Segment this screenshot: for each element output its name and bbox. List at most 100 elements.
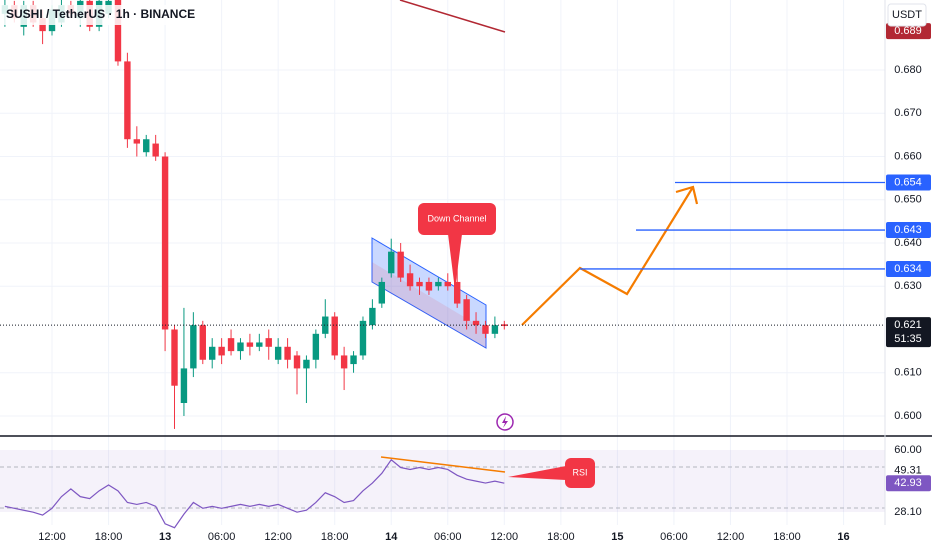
candle-body [256, 342, 263, 347]
rsi-line [4, 458, 505, 529]
candle-body [124, 61, 131, 140]
y-tick-label: 0.610 [894, 367, 922, 379]
candle-body [284, 346, 291, 360]
x-tick-label: 12:00 [717, 531, 745, 543]
candle-body [265, 338, 272, 347]
x-tick-label: 06:00 [660, 531, 688, 543]
price-badge [886, 174, 931, 191]
y-tick-label: 0.650 [894, 194, 922, 206]
divergence-line [380, 456, 506, 473]
y-tick-label: 0.600 [894, 410, 922, 422]
rsi-ma-badge [886, 462, 931, 479]
price-badge-label: 0.689 [894, 25, 922, 37]
event-icon-bolt [502, 416, 508, 428]
y-tick-label: 0.640 [894, 237, 922, 249]
callout-pointer [508, 466, 566, 480]
rsi-label: 42.93 [894, 477, 922, 489]
candle-body [340, 355, 348, 369]
y-tick-label: 0.680 [894, 64, 922, 76]
candle-body [444, 281, 451, 287]
y-tick-label: 0.670 [894, 107, 922, 119]
trend-line [399, 0, 506, 33]
title: SUSHI / TetherUS · 1h · BINANCE [6, 7, 195, 21]
candle-body [369, 307, 376, 326]
x-tick-label: 06:00 [208, 531, 236, 543]
candle-body [472, 320, 480, 326]
candle-body [143, 139, 150, 153]
forecast-path [521, 186, 694, 326]
candle-body [435, 281, 442, 287]
candle-body [322, 316, 329, 334]
candle-body [218, 346, 225, 356]
candle-body [388, 251, 395, 274]
channel-lower [372, 262, 486, 348]
y-tick-label: 28.10 [894, 506, 922, 518]
x-tick-label: 14 [385, 531, 398, 543]
candle-body [350, 355, 357, 365]
candle-body [161, 156, 169, 330]
annotation: Down Channel [427, 213, 486, 223]
candle-body [227, 338, 235, 352]
candle-body [453, 281, 461, 304]
candle-body [463, 299, 470, 321]
y-tick-label: 0.660 [894, 150, 922, 162]
candle-body [274, 346, 282, 360]
price-badge [886, 260, 931, 277]
candle-body [133, 139, 141, 144]
price-badge [886, 317, 931, 348]
candle-body [152, 143, 159, 157]
candle-body [331, 316, 338, 356]
candle-body [378, 281, 386, 304]
x-tick-label: 12:00 [491, 531, 519, 543]
candle-body [416, 281, 423, 287]
x-tick-label: 18:00 [547, 531, 575, 543]
price-badge-label: 0.654 [894, 176, 922, 188]
candle-body [171, 329, 178, 386]
price-badge [886, 23, 931, 40]
candle-body [199, 325, 206, 360]
price-badge-label: 0.634 [894, 263, 922, 275]
candle-body [114, 0, 122, 62]
x-tick-label: 18:00 [321, 531, 349, 543]
forecast-arrow [675, 185, 699, 205]
currency-box[interactable] [887, 3, 927, 27]
y-tick-label: 0.630 [894, 280, 922, 292]
candle-body [482, 325, 489, 334]
callout-box [418, 203, 496, 235]
price-badge-label: 0.643 [894, 224, 922, 236]
candle-body [303, 359, 310, 369]
candle-body [491, 325, 499, 334]
x-tick-label: 12:00 [264, 531, 292, 543]
rsi-ma-label: 49.31 [894, 465, 922, 477]
rsi-badge [886, 475, 931, 492]
title-bg [0, 5, 200, 25]
y-tick-label: 60.00 [894, 444, 922, 456]
candle-body [237, 342, 244, 352]
candle-body [406, 273, 414, 287]
candle-body [293, 355, 301, 369]
x-tick-label: 18:00 [773, 531, 801, 543]
annotation: RSI [572, 467, 587, 477]
rsi-band [0, 450, 885, 512]
x-tick-label: 06:00 [434, 531, 462, 543]
candle-body [312, 333, 320, 360]
price-badge-label: 0.621 [894, 319, 922, 331]
x-tick-label: 15 [611, 531, 623, 543]
candle-body [209, 346, 216, 360]
price-badge [886, 222, 931, 239]
candle-body [397, 251, 404, 278]
candle-body [246, 342, 254, 347]
candle-body [190, 325, 197, 369]
currency: USDT [892, 9, 922, 21]
candle-body [359, 320, 367, 356]
x-tick-label: 16 [837, 531, 849, 543]
candle-body [425, 281, 433, 291]
candle-body [180, 368, 188, 404]
x-tick-label: 12:00 [38, 531, 66, 543]
countdown: 51:35 [894, 333, 922, 345]
x-tick-label: 18:00 [95, 531, 123, 543]
callout-box [565, 458, 595, 488]
